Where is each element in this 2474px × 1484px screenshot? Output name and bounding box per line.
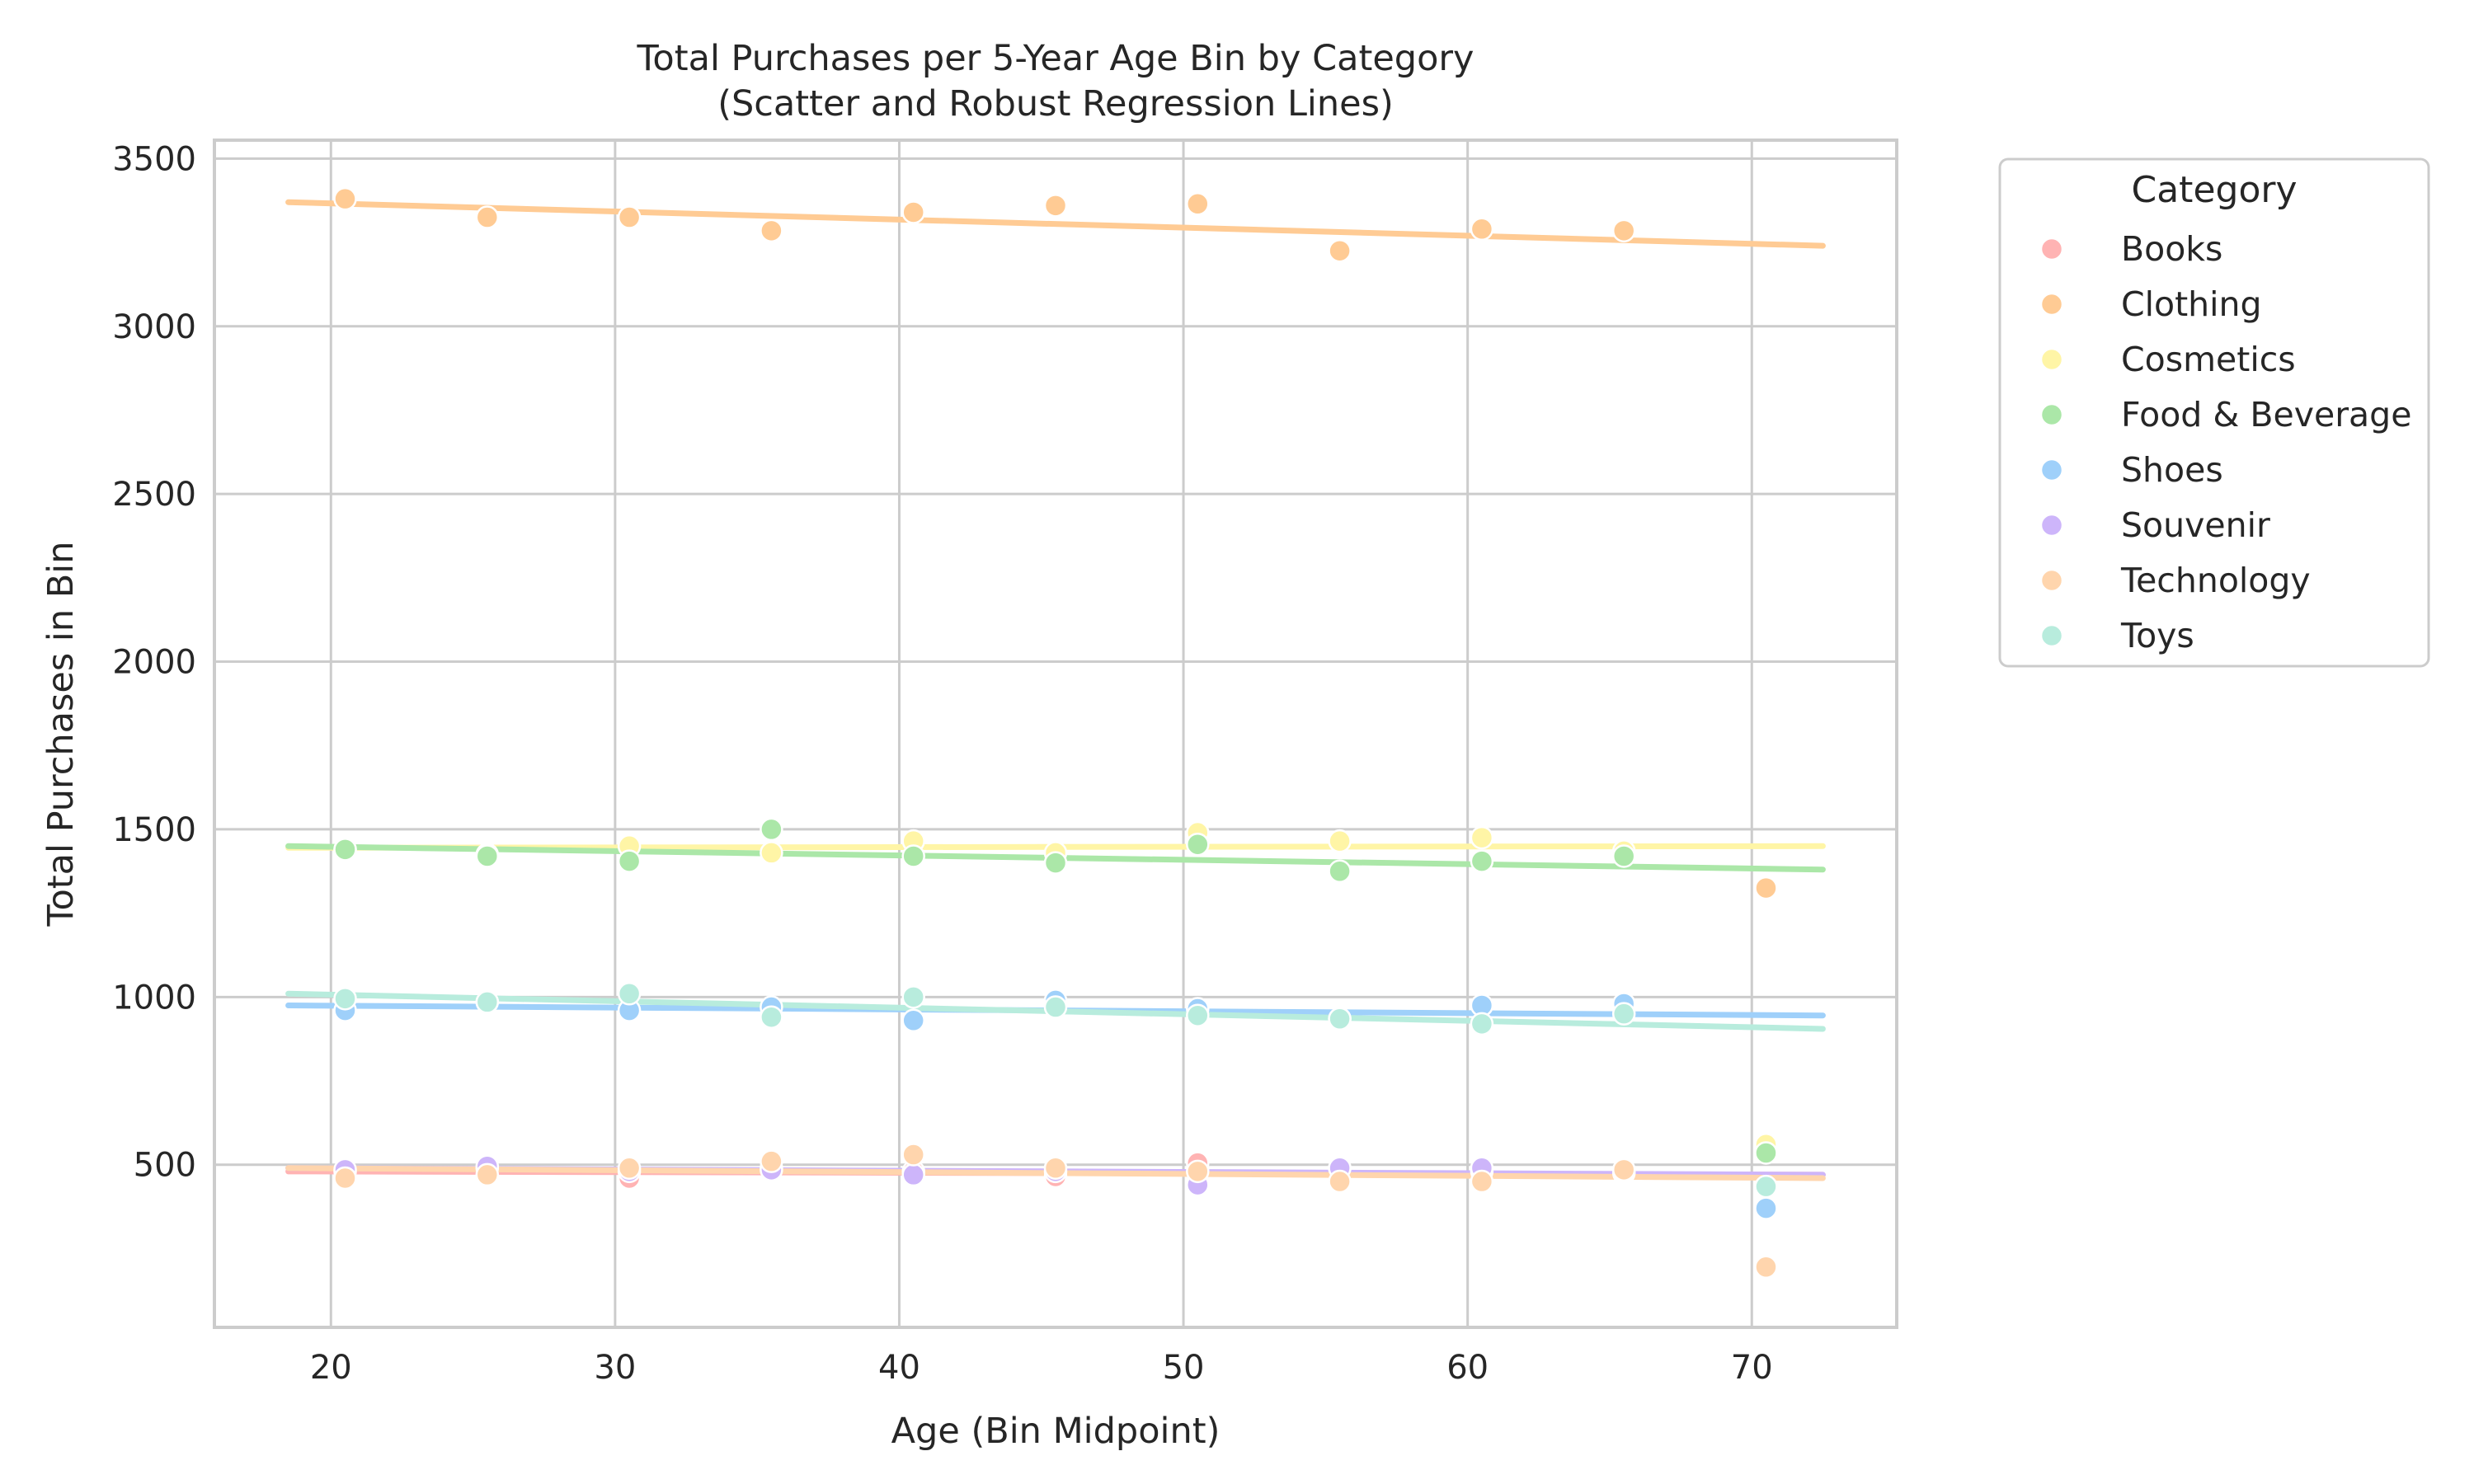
- legend-marker: [2039, 402, 2064, 427]
- legend-marker: [2039, 513, 2064, 538]
- point-toys: [1328, 1007, 1352, 1031]
- point-food-beverage: [901, 844, 925, 868]
- x-tick-labels: 20 30 40 50 60 70: [310, 1349, 1773, 1387]
- legend-box: [1998, 157, 2430, 668]
- legend-marker: [2039, 237, 2064, 261]
- y-axis-label: Total Purchases in Bin: [40, 542, 82, 928]
- point-technology: [617, 1156, 642, 1181]
- point-food-beverage: [1754, 1141, 1778, 1165]
- point-technology: [1611, 1158, 1636, 1182]
- legend: Category Books Clothing Cosmetics Food & Be…: [1998, 157, 2430, 668]
- legend-title: Category: [2132, 169, 2298, 211]
- point-clothing: [1043, 194, 1068, 218]
- y-tick-label: 500: [134, 1147, 196, 1185]
- x-tick-label: 50: [1163, 1349, 1205, 1387]
- point-toys: [333, 987, 357, 1011]
- legend-label: Clothing: [2121, 284, 2262, 324]
- point-shoes: [1754, 1196, 1778, 1220]
- point-toys: [617, 982, 642, 1006]
- point-toys: [1186, 1003, 1210, 1027]
- point-food-beverage: [1470, 849, 1494, 873]
- point-toys: [475, 990, 500, 1014]
- y-tick-label: 2500: [112, 476, 196, 514]
- plot-frame: [213, 139, 1898, 1329]
- point-toys: [1470, 1012, 1494, 1036]
- point-cosmetics: [1470, 825, 1494, 850]
- point-souvenir: [901, 1162, 925, 1187]
- regression-line-clothing: [285, 199, 1826, 249]
- point-shoes: [901, 1008, 925, 1033]
- legend-label: Shoes: [2121, 450, 2223, 490]
- point-clothing: [617, 205, 642, 229]
- point-toys: [1754, 1174, 1778, 1199]
- point-clothing: [475, 205, 500, 229]
- legend-marker: [2039, 623, 2064, 648]
- point-food-beverage: [760, 817, 783, 842]
- point-clothing: [901, 200, 925, 224]
- point-food-beverage: [1186, 832, 1210, 857]
- legend-label: Souvenir: [2121, 505, 2270, 545]
- point-cosmetics: [760, 841, 783, 865]
- point-clothing: [1470, 217, 1494, 242]
- plot-area: [214, 140, 1897, 1327]
- point-clothing: [1186, 192, 1210, 216]
- x-tick-label: 20: [310, 1349, 352, 1387]
- legend-label: Toys: [2120, 616, 2194, 655]
- chart-title: Total Purchases per 5-Year Age Bin by Ca…: [636, 38, 1474, 79]
- point-clothing: [333, 186, 357, 211]
- point-food-beverage: [475, 844, 500, 868]
- point-food-beverage: [1611, 844, 1636, 868]
- point-technology: [1043, 1156, 1068, 1181]
- point-technology: [760, 1149, 783, 1173]
- legend-items: Books Clothing Cosmetics Food & Beverage Sho…: [2039, 229, 2411, 655]
- point-toys: [1043, 995, 1068, 1019]
- point-technology: [1470, 1169, 1494, 1194]
- point-technology: [1754, 1255, 1778, 1280]
- point-toys: [760, 1005, 783, 1029]
- point-technology: [333, 1166, 357, 1190]
- point-clothing: [1328, 238, 1352, 263]
- point-toys: [1611, 1002, 1636, 1026]
- point-clothing: [760, 218, 783, 243]
- x-tick-label: 40: [878, 1349, 920, 1387]
- legend-label: Technology: [2120, 561, 2311, 600]
- grid: [214, 140, 1897, 1327]
- legend-marker: [2039, 458, 2064, 482]
- y-tick-label: 1000: [112, 979, 196, 1017]
- legend-label: Food & Beverage: [2121, 395, 2411, 434]
- point-food-beverage: [617, 849, 642, 873]
- point-clothing: [1754, 876, 1778, 900]
- point-technology: [1186, 1159, 1210, 1184]
- y-tick-label: 1500: [112, 811, 196, 849]
- point-food-beverage: [333, 838, 357, 862]
- x-tick-label: 70: [1731, 1349, 1773, 1387]
- legend-marker: [2039, 292, 2064, 317]
- scatter-points: [333, 186, 1778, 1280]
- y-tick-labels: 500 1000 1500 2000 2500 3000 3500: [112, 140, 196, 1184]
- point-technology: [1328, 1169, 1352, 1194]
- chart-subtitle: (Scatter and Robust Regression Lines): [717, 83, 1394, 124]
- x-tick-label: 30: [594, 1349, 636, 1387]
- point-cosmetics: [1328, 829, 1352, 853]
- y-tick-label: 3500: [112, 140, 196, 178]
- y-tick-label: 3000: [112, 308, 196, 346]
- point-clothing: [1611, 218, 1636, 243]
- point-technology: [901, 1143, 925, 1167]
- legend-marker: [2039, 347, 2064, 372]
- legend-label: Cosmetics: [2121, 340, 2296, 379]
- point-food-beverage: [1043, 851, 1068, 875]
- legend-label: Books: [2121, 229, 2222, 269]
- x-axis-label: Age (Bin Midpoint): [891, 1411, 1221, 1452]
- point-toys: [901, 985, 925, 1009]
- y-tick-label: 2000: [112, 644, 196, 682]
- x-tick-label: 60: [1446, 1349, 1489, 1387]
- point-food-beverage: [1328, 859, 1352, 884]
- legend-marker: [2039, 568, 2064, 593]
- point-technology: [475, 1162, 500, 1187]
